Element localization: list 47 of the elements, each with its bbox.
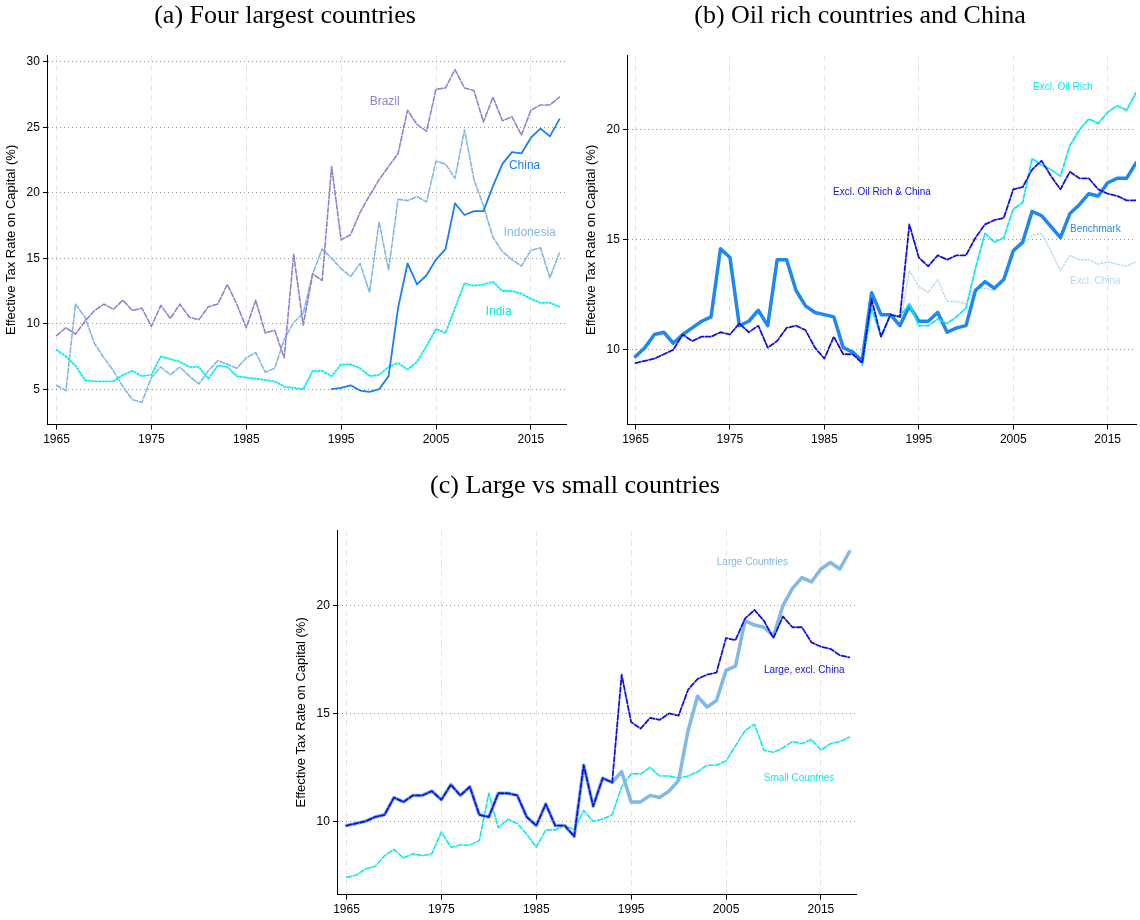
y-tick-label: 20 bbox=[316, 597, 331, 612]
x-tick-label: 1975 bbox=[138, 432, 166, 447]
series-label: Excl. China bbox=[1070, 275, 1122, 287]
series-label: China bbox=[508, 158, 541, 173]
x-tick-label: 1985 bbox=[811, 432, 839, 447]
x-tick-label: 1995 bbox=[327, 432, 355, 447]
text: Excl. Oil Rich bbox=[1033, 80, 1093, 92]
x-tick-label: 2005 bbox=[422, 432, 450, 447]
x-tick-label: 2005 bbox=[712, 902, 740, 917]
chart-title: (a) Four largest countries bbox=[153, 0, 417, 30]
text: Excl. Oil Rich & China bbox=[833, 185, 932, 197]
series-label: Indonesia bbox=[503, 224, 557, 239]
x-tick-label: 1985 bbox=[232, 432, 260, 447]
series-label: Brazil bbox=[369, 93, 400, 108]
series-label: India bbox=[485, 304, 512, 319]
series-label: Benchmark bbox=[1070, 223, 1122, 235]
text: Small Countries bbox=[763, 771, 835, 783]
series-label: Large, excl. China bbox=[763, 664, 845, 676]
y-axis-title: Effective Tax Rate on Capital (%) bbox=[583, 144, 599, 336]
y-tick-label: 15 bbox=[26, 250, 41, 265]
y-tick-label: 10 bbox=[606, 342, 621, 357]
x-tick-label: 1975 bbox=[716, 432, 744, 447]
x-tick-label: 1965 bbox=[333, 902, 361, 917]
chart-title: (b) Oil rich countries and China bbox=[693, 0, 1027, 30]
y-tick-label: 15 bbox=[316, 705, 331, 720]
x-tick-label: 1975 bbox=[428, 902, 456, 917]
x-tick-label: 2005 bbox=[999, 432, 1027, 447]
y-axis-title: Effective Tax Rate on Capital (%) bbox=[3, 144, 19, 336]
series-label: Large Countries bbox=[716, 555, 788, 567]
x-tick-label: 1995 bbox=[617, 902, 645, 917]
x-tick-label: 2015 bbox=[1094, 432, 1122, 447]
x-tick-label: 1995 bbox=[905, 432, 933, 447]
x-tick-label: 2015 bbox=[807, 902, 835, 917]
y-tick-label: 25 bbox=[26, 119, 41, 134]
y-tick-label: 5 bbox=[33, 381, 41, 396]
x-tick-label: 1965 bbox=[622, 432, 650, 447]
x-tick-label: 1985 bbox=[522, 902, 550, 917]
x-tick-label: 2015 bbox=[517, 432, 545, 447]
y-axis-title: Effective Tax Rate on Capital (%) bbox=[293, 617, 309, 808]
y-tick-label: 10 bbox=[26, 316, 41, 331]
y-tick-label: 15 bbox=[606, 232, 621, 247]
y-tick-label: 20 bbox=[26, 185, 41, 200]
y-tick-label: 20 bbox=[606, 122, 621, 137]
y-tick-label: 30 bbox=[26, 54, 41, 69]
chart-title: (c) Large vs small countries bbox=[429, 470, 721, 500]
x-tick-label: 1965 bbox=[43, 432, 71, 447]
y-tick-label: 10 bbox=[316, 813, 331, 828]
